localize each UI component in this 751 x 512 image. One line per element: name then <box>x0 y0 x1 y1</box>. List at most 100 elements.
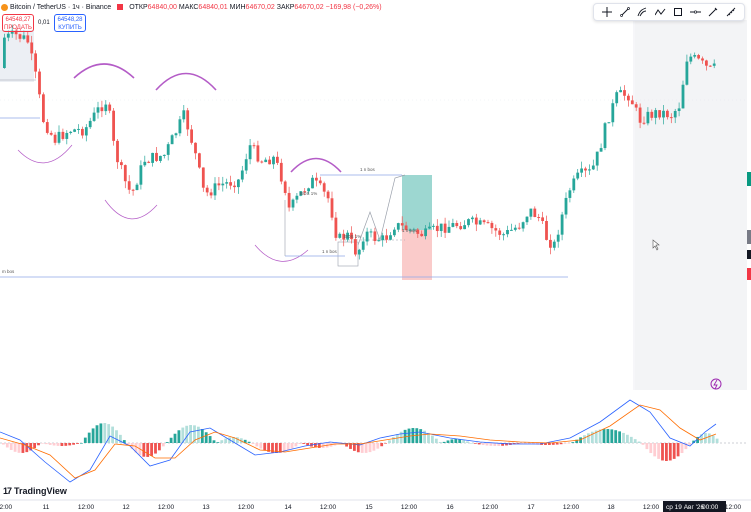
candle <box>705 59 708 71</box>
time-tick-label: 12:00 <box>482 504 499 511</box>
histogram-bar <box>696 436 699 443</box>
histogram-bar <box>548 443 551 445</box>
histogram-bar <box>711 435 715 443</box>
histogram-bar <box>380 443 384 447</box>
candle <box>6 30 10 42</box>
histogram-bar <box>220 440 224 443</box>
histogram-bar <box>142 443 146 457</box>
high-label: МАКС <box>178 4 199 11</box>
sell-button[interactable]: 64548,27 ПРОДАТЬ <box>2 14 34 32</box>
time-tick-label: 14 <box>284 504 292 511</box>
candle <box>541 211 544 225</box>
histogram-bar <box>317 443 321 448</box>
tradingview-logo[interactable]: 17 TradingView <box>3 486 67 496</box>
candle <box>42 92 45 124</box>
histogram-bar <box>680 443 684 454</box>
candle <box>607 122 611 124</box>
time-cursor-label: ср 19 Авг '26 00:00 <box>663 501 726 512</box>
histogram-bar <box>431 435 434 443</box>
brush-icon[interactable] <box>706 5 720 19</box>
histogram-bar <box>392 437 395 443</box>
candle <box>311 175 314 189</box>
candle <box>342 229 346 247</box>
buy-button[interactable]: 64548,28 КУПИТЬ <box>54 14 86 32</box>
low-label: МИН <box>229 4 246 11</box>
candle <box>408 228 412 234</box>
candle <box>127 175 131 194</box>
candle <box>712 59 716 69</box>
open-value: 64840,00 <box>147 4 177 11</box>
spread-value: 0,01 <box>38 20 50 26</box>
histogram-bar <box>72 443 75 445</box>
histogram-bar <box>372 443 376 451</box>
histogram-bar <box>567 443 571 444</box>
histogram-bar <box>466 441 469 443</box>
histogram-bar <box>119 434 122 443</box>
histogram-bar <box>442 441 446 443</box>
signal-line <box>0 404 717 479</box>
cursor-time: 00:00 <box>702 504 719 511</box>
candle <box>611 99 615 127</box>
candle <box>498 228 502 241</box>
candle <box>190 124 193 145</box>
crosshair-icon[interactable] <box>600 5 614 19</box>
histogram-bar <box>232 437 235 443</box>
time-tick-label: 12:00 <box>401 504 418 511</box>
pitchfork-icon[interactable] <box>635 5 649 19</box>
histogram-bar <box>95 425 99 443</box>
candle <box>186 107 190 136</box>
close-value: 64670,02 <box>294 4 324 11</box>
histogram-bar <box>356 443 360 453</box>
candle <box>646 107 650 126</box>
time-tick-label: 12:00 <box>643 504 660 511</box>
sell-price: 64548,27 <box>5 17 31 23</box>
trendline-icon[interactable] <box>618 5 632 19</box>
histogram-bar <box>629 436 633 443</box>
candle <box>57 125 61 145</box>
histogram-bar <box>528 443 532 445</box>
annotation-label: 1 n bos <box>402 228 418 233</box>
candle <box>244 153 248 175</box>
histogram-bar <box>676 443 680 457</box>
ruler-icon[interactable] <box>724 5 738 19</box>
candle <box>627 93 630 107</box>
symbol-title[interactable]: Bitcoin / TetherUS · 1ч · Binance <box>10 4 112 11</box>
alert-icon[interactable] <box>710 378 722 390</box>
tradingview-mark: 17 <box>3 486 12 496</box>
histogram-bar <box>302 443 306 444</box>
time-tick-label: 11 <box>43 504 50 511</box>
candle <box>326 190 330 203</box>
arc-drawing <box>254 244 309 262</box>
time-tick-label: 12:00 <box>238 504 255 511</box>
candle <box>615 90 619 107</box>
histogram-bar <box>423 430 426 443</box>
time-tick-label: 12:00 <box>78 504 95 511</box>
histogram-bar <box>520 443 524 444</box>
histogram-bar <box>321 443 325 448</box>
low-value: 64670,02 <box>245 4 275 11</box>
candle <box>65 130 69 145</box>
histogram-bar <box>306 443 309 446</box>
price-scale-marker-red <box>747 268 751 280</box>
horizontal-line-icon[interactable] <box>689 5 703 19</box>
candle <box>287 186 291 212</box>
zigzag-icon[interactable] <box>653 5 667 19</box>
candle <box>416 227 420 238</box>
candle <box>591 159 595 171</box>
histogram-bar <box>91 428 95 443</box>
histogram-bar <box>200 429 204 443</box>
rectangle-icon[interactable] <box>671 5 685 19</box>
candle <box>116 139 119 169</box>
histogram-bar <box>614 430 618 443</box>
histogram-bar <box>665 443 668 461</box>
candle <box>673 108 677 124</box>
candle <box>494 224 498 237</box>
histogram-bar <box>610 429 614 443</box>
annotation-label: 1 n bos <box>360 167 376 172</box>
candle <box>486 219 490 224</box>
histogram-bar <box>48 443 52 445</box>
cursor-arrow-icon <box>652 239 660 251</box>
candle <box>166 142 170 161</box>
histogram-bar <box>64 443 68 446</box>
